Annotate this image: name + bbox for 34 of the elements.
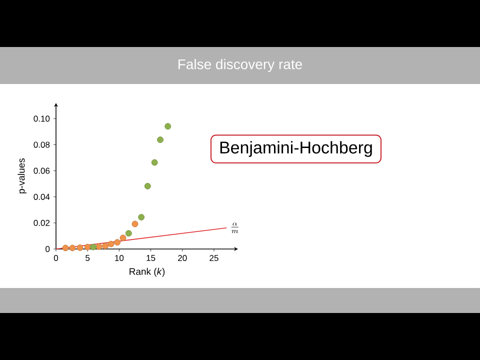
point	[151, 159, 158, 166]
point	[84, 244, 91, 250]
x-tick-label: 25	[210, 255, 218, 262]
y-tick-label: 0.08	[34, 142, 50, 148]
point	[108, 240, 114, 248]
point	[90, 244, 96, 250]
annotation: $\frac{\alpha}{m}$	[231, 222, 238, 234]
point	[76, 244, 84, 251]
point	[62, 244, 69, 252]
point	[157, 136, 164, 143]
x-tick-label: 15	[146, 255, 156, 261]
x-tick-label: 0	[54, 255, 58, 262]
x-tick-label: 10	[115, 255, 124, 262]
point	[102, 242, 108, 250]
point	[114, 239, 120, 246]
y-tick-label: 0.04	[34, 194, 50, 200]
y-tick-label: 0.10	[34, 116, 50, 122]
point	[164, 123, 172, 130]
x-axis-title: Rank (k)	[130, 268, 165, 277]
y-tick-label: 0.02	[34, 220, 50, 226]
y-tick-label: 0	[46, 246, 50, 252]
point	[69, 244, 76, 252]
point	[144, 182, 151, 190]
y-tick-label: 0.06	[34, 168, 50, 174]
point	[120, 234, 126, 242]
point	[96, 243, 102, 250]
chart-title: False discovery rate	[178, 58, 302, 72]
x-tick-label: 5	[86, 255, 90, 261]
y-axis-title: p-values	[18, 158, 27, 194]
annotation: Benjamini-Hochberg	[220, 141, 372, 157]
point	[125, 230, 132, 237]
point	[138, 214, 145, 220]
point	[132, 220, 138, 228]
x-tick-label: 20	[178, 255, 187, 262]
